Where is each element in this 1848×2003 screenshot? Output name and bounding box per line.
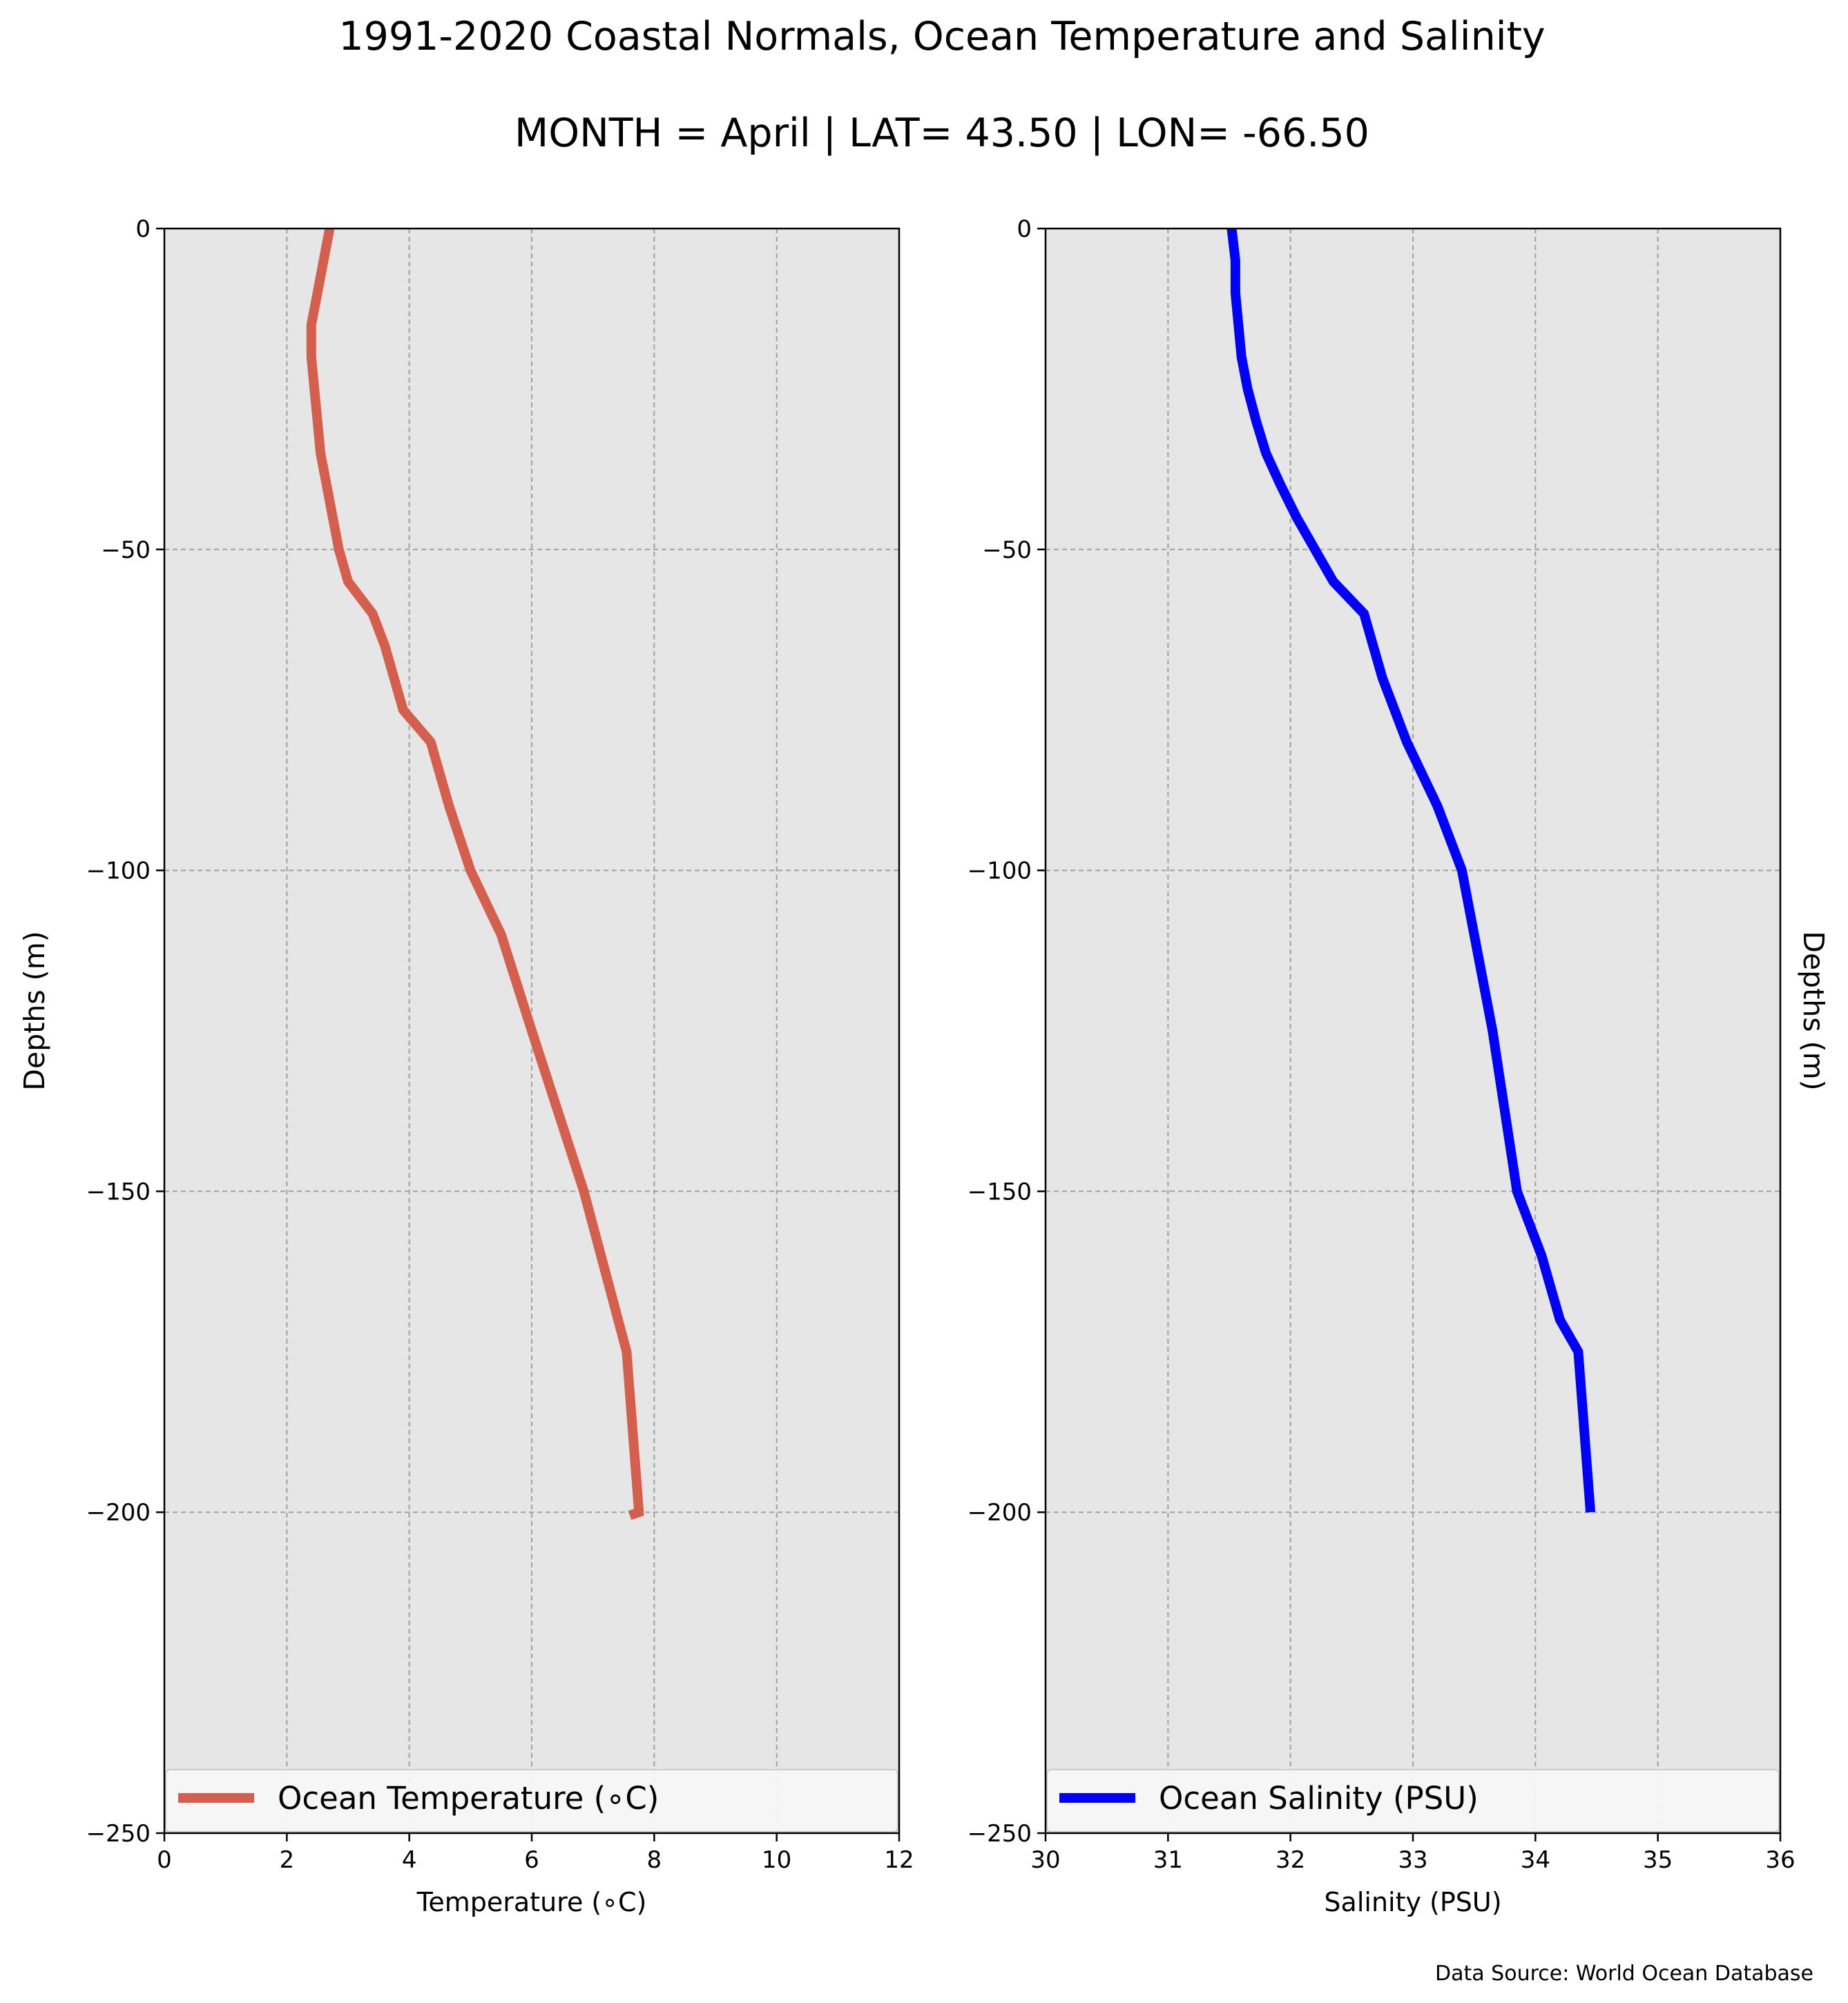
temperature-x-tick-label: 6 <box>524 1846 539 1874</box>
data-source-note: Data Source: World Ocean Database <box>1435 1962 1813 1986</box>
salinity-legend: Ocean Salinity (PSU) <box>1046 1769 1780 1832</box>
salinity-legend-label: Ocean Salinity (PSU) <box>1159 1780 1479 1817</box>
chart-subtitle: MONTH = April | LAT= 43.50 | LON= -66.50 <box>514 110 1369 156</box>
temperature-series-line <box>306 227 644 1520</box>
temperature-panel: Ocean Temperature (∘C) 0 2 4 6 8 10 12 0 −50 −100 −… <box>86 215 914 1917</box>
salinity-y-tick-label: 0 <box>1017 215 1032 243</box>
temperature-y-tick-label: −200 <box>86 1499 151 1527</box>
salinity-x-tick-label: 35 <box>1643 1846 1673 1874</box>
salinity-y-tick-label: −150 <box>968 1178 1032 1206</box>
y-axis-label-right: Depths (m) <box>1797 931 1830 1090</box>
temperature-x-tick-label: 8 <box>647 1846 662 1874</box>
temperature-legend: Ocean Temperature (∘C) <box>165 1769 898 1832</box>
temperature-x-tick-label: 4 <box>402 1846 417 1874</box>
salinity-legend-box <box>1046 1769 1780 1832</box>
salinity-panel: Ocean Salinity (PSU) 30 31 32 33 34 35 36 0 −50 −1… <box>968 215 1796 1917</box>
temperature-y-tick-label: 0 <box>135 215 151 243</box>
salinity-x-tick-label: 36 <box>1765 1846 1795 1874</box>
salinity-series-line <box>1226 228 1596 1513</box>
salinity-y-tick-label: −100 <box>968 858 1032 885</box>
salinity-x-tick-label: 32 <box>1276 1846 1305 1874</box>
chart-title: 1991-2020 Coastal Normals, Ocean Tempera… <box>338 14 1545 59</box>
salinity-x-tick-label: 33 <box>1398 1846 1427 1874</box>
y-axis-label-left: Depths (m) <box>18 931 51 1090</box>
temperature-y-tick-label: −250 <box>86 1820 151 1848</box>
salinity-y-tick-label: −200 <box>968 1499 1032 1527</box>
salinity-x-tick-label: 31 <box>1153 1846 1183 1874</box>
temperature-legend-label: Ocean Temperature (∘C) <box>278 1780 659 1817</box>
salinity-x-tick-label: 30 <box>1030 1846 1060 1874</box>
temperature-y-tick-label: −100 <box>86 858 151 885</box>
temperature-y-tick-label: −150 <box>86 1178 151 1206</box>
temperature-x-tick-label: 0 <box>157 1846 172 1874</box>
temperature-x-tick-label: 10 <box>762 1846 791 1874</box>
temperature-legend-box <box>165 1769 898 1832</box>
salinity-x-tick-label: 34 <box>1521 1846 1550 1874</box>
salinity-y-tick-label: −50 <box>982 536 1032 564</box>
temperature-y-tick-label: −50 <box>101 536 151 564</box>
salinity-y-tick-label: −250 <box>968 1820 1032 1848</box>
salinity-x-axis-label: Salinity (PSU) <box>1324 1887 1501 1917</box>
temperature-x-axis-label: Temperature (∘C) <box>416 1887 647 1917</box>
temperature-x-tick-label: 2 <box>280 1846 295 1874</box>
temperature-x-tick-label: 12 <box>884 1846 914 1874</box>
